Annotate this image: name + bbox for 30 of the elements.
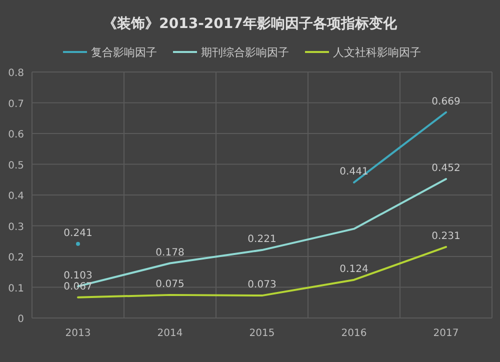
y-tick-label: 0.5 (8, 160, 24, 172)
data-label: 0.441 (340, 166, 368, 178)
y-tick-label: 0 (18, 314, 24, 325)
y-tick-label: 0.2 (8, 252, 24, 264)
data-label: 0.075 (156, 278, 184, 290)
x-tick-label: 2013 (65, 328, 91, 339)
data-label: 0.241 (64, 228, 92, 239)
y-tick-label: 0.7 (8, 98, 24, 110)
data-label: 0.221 (248, 234, 276, 246)
data-label: 0.073 (248, 280, 276, 291)
y-tick-label: 0.6 (8, 130, 24, 140)
data-label: 0.669 (432, 96, 460, 108)
data-label: 0.178 (156, 247, 184, 258)
legend-label: 复合影响因子 (91, 46, 157, 59)
data-label: 0.452 (432, 163, 460, 174)
legend-label: 人文社科影响因子 (333, 46, 421, 59)
data-label: 0.067 (64, 281, 92, 292)
legend-label: 期刊综合影响因子 (201, 46, 289, 59)
x-tick-label: 2015 (249, 328, 275, 339)
y-tick-label: 0.3 (8, 222, 24, 233)
y-tick-label: 0.1 (8, 283, 24, 294)
x-tick-label: 2014 (157, 328, 183, 339)
x-tick-label: 2017 (433, 328, 459, 339)
data-label: 0.124 (340, 264, 368, 275)
y-tick-label: 0.8 (8, 68, 24, 79)
data-label: 0.231 (432, 230, 460, 242)
y-tick-label: 0.4 (8, 191, 24, 202)
x-tick-label: 2016 (341, 328, 367, 339)
chart-title: 《装饰》2013-2017年影响因子各项指标变化 (103, 15, 398, 32)
data-label: 0.103 (64, 270, 92, 282)
